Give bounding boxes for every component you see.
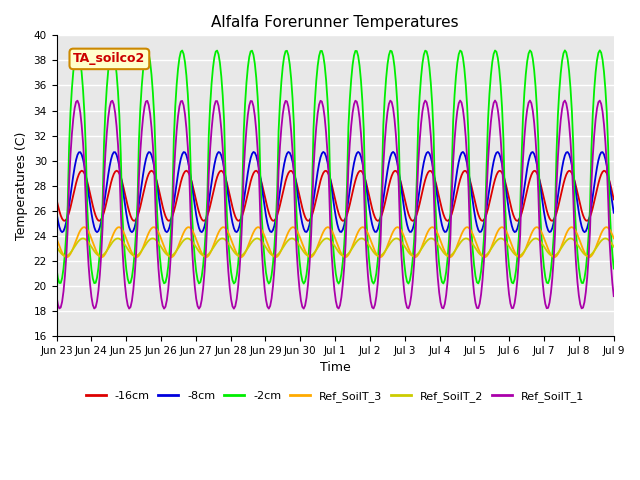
-16cm bbox=[610, 196, 618, 202]
Line: Ref_SoilT_2: Ref_SoilT_2 bbox=[56, 239, 614, 256]
Ref_SoilT_2 bbox=[610, 244, 618, 250]
Ref_SoilT_3 bbox=[52, 236, 60, 241]
Title: Alfalfa Forerunner Temperatures: Alfalfa Forerunner Temperatures bbox=[211, 15, 459, 30]
Line: -16cm: -16cm bbox=[56, 171, 614, 221]
-16cm bbox=[236, 217, 243, 223]
-16cm bbox=[52, 196, 60, 202]
Ref_SoilT_1 bbox=[492, 97, 499, 103]
-8cm bbox=[52, 210, 60, 216]
Ref_SoilT_3 bbox=[498, 224, 506, 230]
-8cm bbox=[275, 199, 282, 204]
Ref_SoilT_1 bbox=[610, 293, 618, 299]
Ref_SoilT_2 bbox=[305, 253, 313, 259]
Ref_SoilT_2 bbox=[234, 253, 242, 259]
-8cm bbox=[610, 210, 618, 216]
Ref_SoilT_1 bbox=[230, 306, 237, 312]
Ref_SoilT_1 bbox=[404, 305, 412, 311]
Ref_SoilT_2 bbox=[273, 252, 281, 258]
-2cm bbox=[273, 188, 281, 194]
Line: Ref_SoilT_1: Ref_SoilT_1 bbox=[56, 100, 614, 309]
Y-axis label: Temperatures (C): Temperatures (C) bbox=[15, 132, 28, 240]
Ref_SoilT_2 bbox=[404, 249, 412, 255]
Ref_SoilT_1 bbox=[459, 107, 467, 112]
-8cm bbox=[458, 150, 465, 156]
-2cm bbox=[596, 48, 604, 53]
-8cm bbox=[406, 229, 413, 235]
-8cm bbox=[93, 229, 101, 235]
Ref_SoilT_3 bbox=[202, 254, 210, 260]
Ref_SoilT_3 bbox=[120, 229, 127, 235]
Text: TA_soilco2: TA_soilco2 bbox=[73, 52, 145, 65]
-16cm bbox=[444, 218, 451, 224]
Ref_SoilT_3 bbox=[456, 235, 464, 240]
-16cm bbox=[404, 211, 412, 217]
Line: -8cm: -8cm bbox=[56, 152, 614, 232]
-8cm bbox=[460, 151, 468, 156]
Ref_SoilT_2 bbox=[456, 240, 464, 246]
-2cm bbox=[610, 265, 618, 271]
Ref_SoilT_1 bbox=[275, 168, 282, 173]
-2cm bbox=[459, 55, 467, 60]
Ref_SoilT_1 bbox=[456, 97, 464, 103]
-8cm bbox=[121, 202, 129, 208]
-2cm bbox=[404, 281, 412, 287]
-2cm bbox=[335, 281, 342, 287]
-2cm bbox=[52, 265, 60, 271]
Ref_SoilT_2 bbox=[120, 240, 127, 246]
Legend: -16cm, -8cm, -2cm, Ref_SoilT_3, Ref_SoilT_2, Ref_SoilT_1: -16cm, -8cm, -2cm, Ref_SoilT_3, Ref_Soil… bbox=[81, 387, 589, 407]
-8cm bbox=[389, 149, 397, 155]
-16cm bbox=[120, 185, 127, 191]
Ref_SoilT_1 bbox=[52, 293, 60, 299]
Ref_SoilT_1 bbox=[236, 267, 243, 273]
Ref_SoilT_2 bbox=[602, 236, 609, 241]
Ref_SoilT_3 bbox=[610, 236, 618, 241]
-2cm bbox=[456, 48, 464, 53]
-8cm bbox=[236, 223, 243, 229]
Ref_SoilT_3 bbox=[459, 228, 467, 234]
Ref_SoilT_2 bbox=[459, 237, 467, 243]
-2cm bbox=[120, 234, 127, 240]
-16cm bbox=[148, 168, 156, 174]
-16cm bbox=[458, 172, 465, 178]
Line: Ref_SoilT_3: Ref_SoilT_3 bbox=[56, 227, 614, 257]
Ref_SoilT_3 bbox=[236, 254, 243, 260]
Line: -2cm: -2cm bbox=[56, 50, 614, 284]
Ref_SoilT_1 bbox=[120, 264, 127, 270]
Ref_SoilT_2 bbox=[52, 244, 60, 250]
X-axis label: Time: Time bbox=[320, 361, 351, 374]
-2cm bbox=[234, 262, 242, 267]
Ref_SoilT_3 bbox=[275, 252, 282, 258]
Ref_SoilT_3 bbox=[404, 245, 412, 251]
-16cm bbox=[460, 168, 468, 174]
-16cm bbox=[275, 208, 282, 214]
